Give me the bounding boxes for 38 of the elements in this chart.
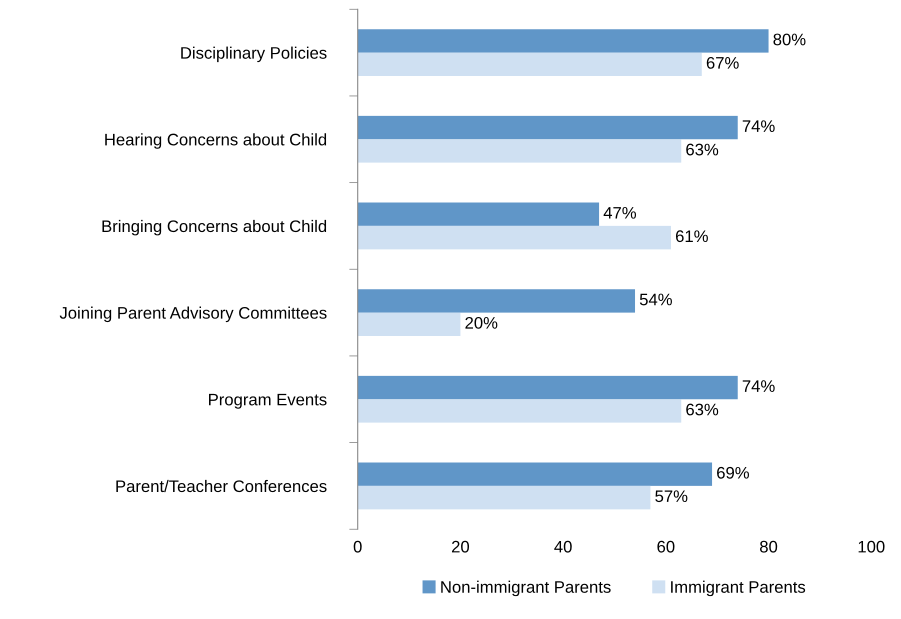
data-label: 74%: [742, 120, 775, 132]
data-label: 80%: [773, 34, 806, 46]
data-label: 54%: [640, 294, 672, 306]
data-label: 57%: [655, 490, 688, 502]
x-tick-label: 0: [354, 540, 362, 553]
bar: [358, 399, 682, 423]
x-tick-label: 60: [657, 540, 674, 553]
bar: [358, 52, 702, 76]
data-label: 63%: [686, 144, 718, 156]
y-tick-label: Parent/Teacher Conferences: [116, 480, 327, 492]
legend-label: Non-immigrant Parents: [441, 580, 611, 596]
bar: [358, 312, 460, 336]
bar: [358, 462, 712, 486]
data-label: 20%: [465, 316, 498, 329]
bar: [358, 202, 600, 226]
data-label: 47%: [604, 206, 636, 219]
data-label: 74%: [742, 380, 775, 392]
data-label: 61%: [676, 230, 708, 242]
data-label: 63%: [686, 404, 718, 416]
x-tick-label: 40: [554, 540, 572, 553]
bar: [358, 376, 738, 400]
bar: [358, 226, 671, 250]
y-tick-label: Joining Parent Advisory Committees: [60, 306, 327, 322]
y-tick-label: Hearing Concerns about Child: [105, 133, 326, 149]
y-tick-label: Disciplinary Policies: [181, 46, 327, 62]
x-tick-label: 20: [452, 540, 470, 553]
data-label: 69%: [717, 466, 749, 479]
bar: [358, 289, 636, 313]
bar: [358, 139, 682, 163]
y-tick-label: Program Events: [209, 394, 327, 409]
x-tick-label: 80: [760, 540, 778, 553]
x-tick-label: 100: [858, 540, 885, 553]
bar: [358, 116, 738, 140]
data-label: 67%: [706, 56, 739, 69]
bar: [358, 29, 769, 53]
legend-label: Immigrant Parents: [671, 580, 806, 596]
bar: [358, 486, 650, 510]
y-tick-label: Bringing Concerns about Child: [102, 220, 326, 236]
